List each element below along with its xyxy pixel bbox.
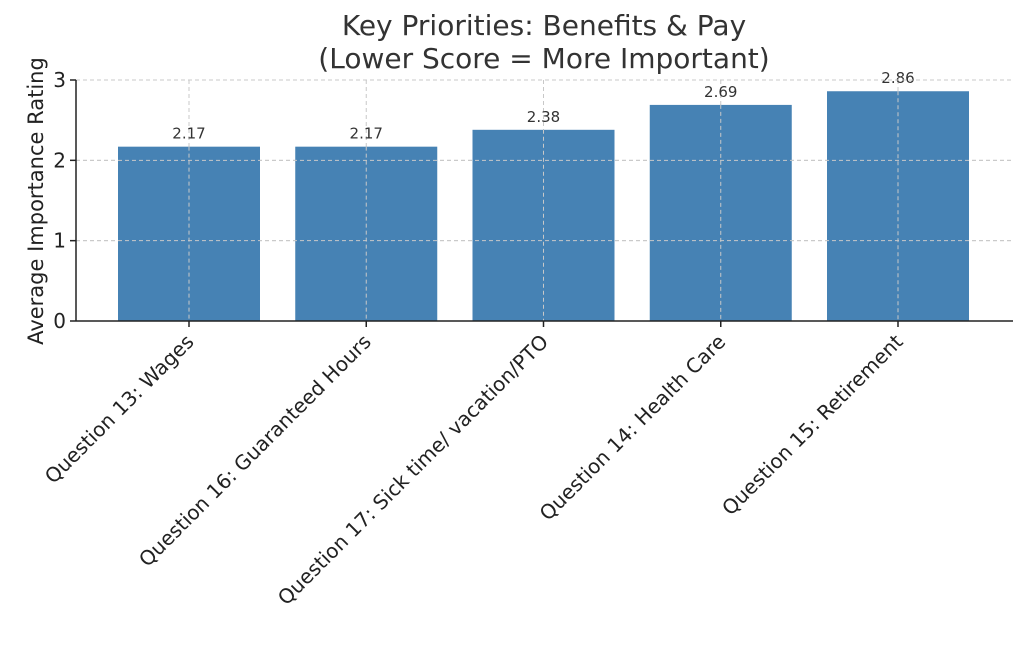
x-tick-label-0: Question 13: Wages [40,330,199,489]
y-axis-label: Average Importance Rating [24,57,48,345]
x-tick-label-2: Question 17: Sick time/ vacation/PTO [273,330,553,610]
y-tick-label-3: 3 [53,68,66,92]
data-label-1: 2.17 [350,125,383,143]
data-label-3: 2.69 [704,83,737,101]
data-label-0: 2.17 [172,125,205,143]
x-tick-label-3: Question 14: Health Care [535,330,731,526]
y-tick-label-2: 2 [53,148,66,172]
chart-title-line-2: (Lower Score = More Important) [318,42,769,75]
y-tick-label-0: 0 [53,309,66,333]
bars: 2.17 2.17 2.38 2.69 2.86 [76,69,1013,321]
data-label-2: 2.38 [527,108,560,126]
x-tick-label-4: Question 15: Retirement [717,329,908,520]
chart-title-line-1: Key Priorities: Benefits & Pay [342,9,746,42]
data-label-4: 2.86 [881,69,914,87]
y-tick-label-1: 1 [53,229,66,253]
